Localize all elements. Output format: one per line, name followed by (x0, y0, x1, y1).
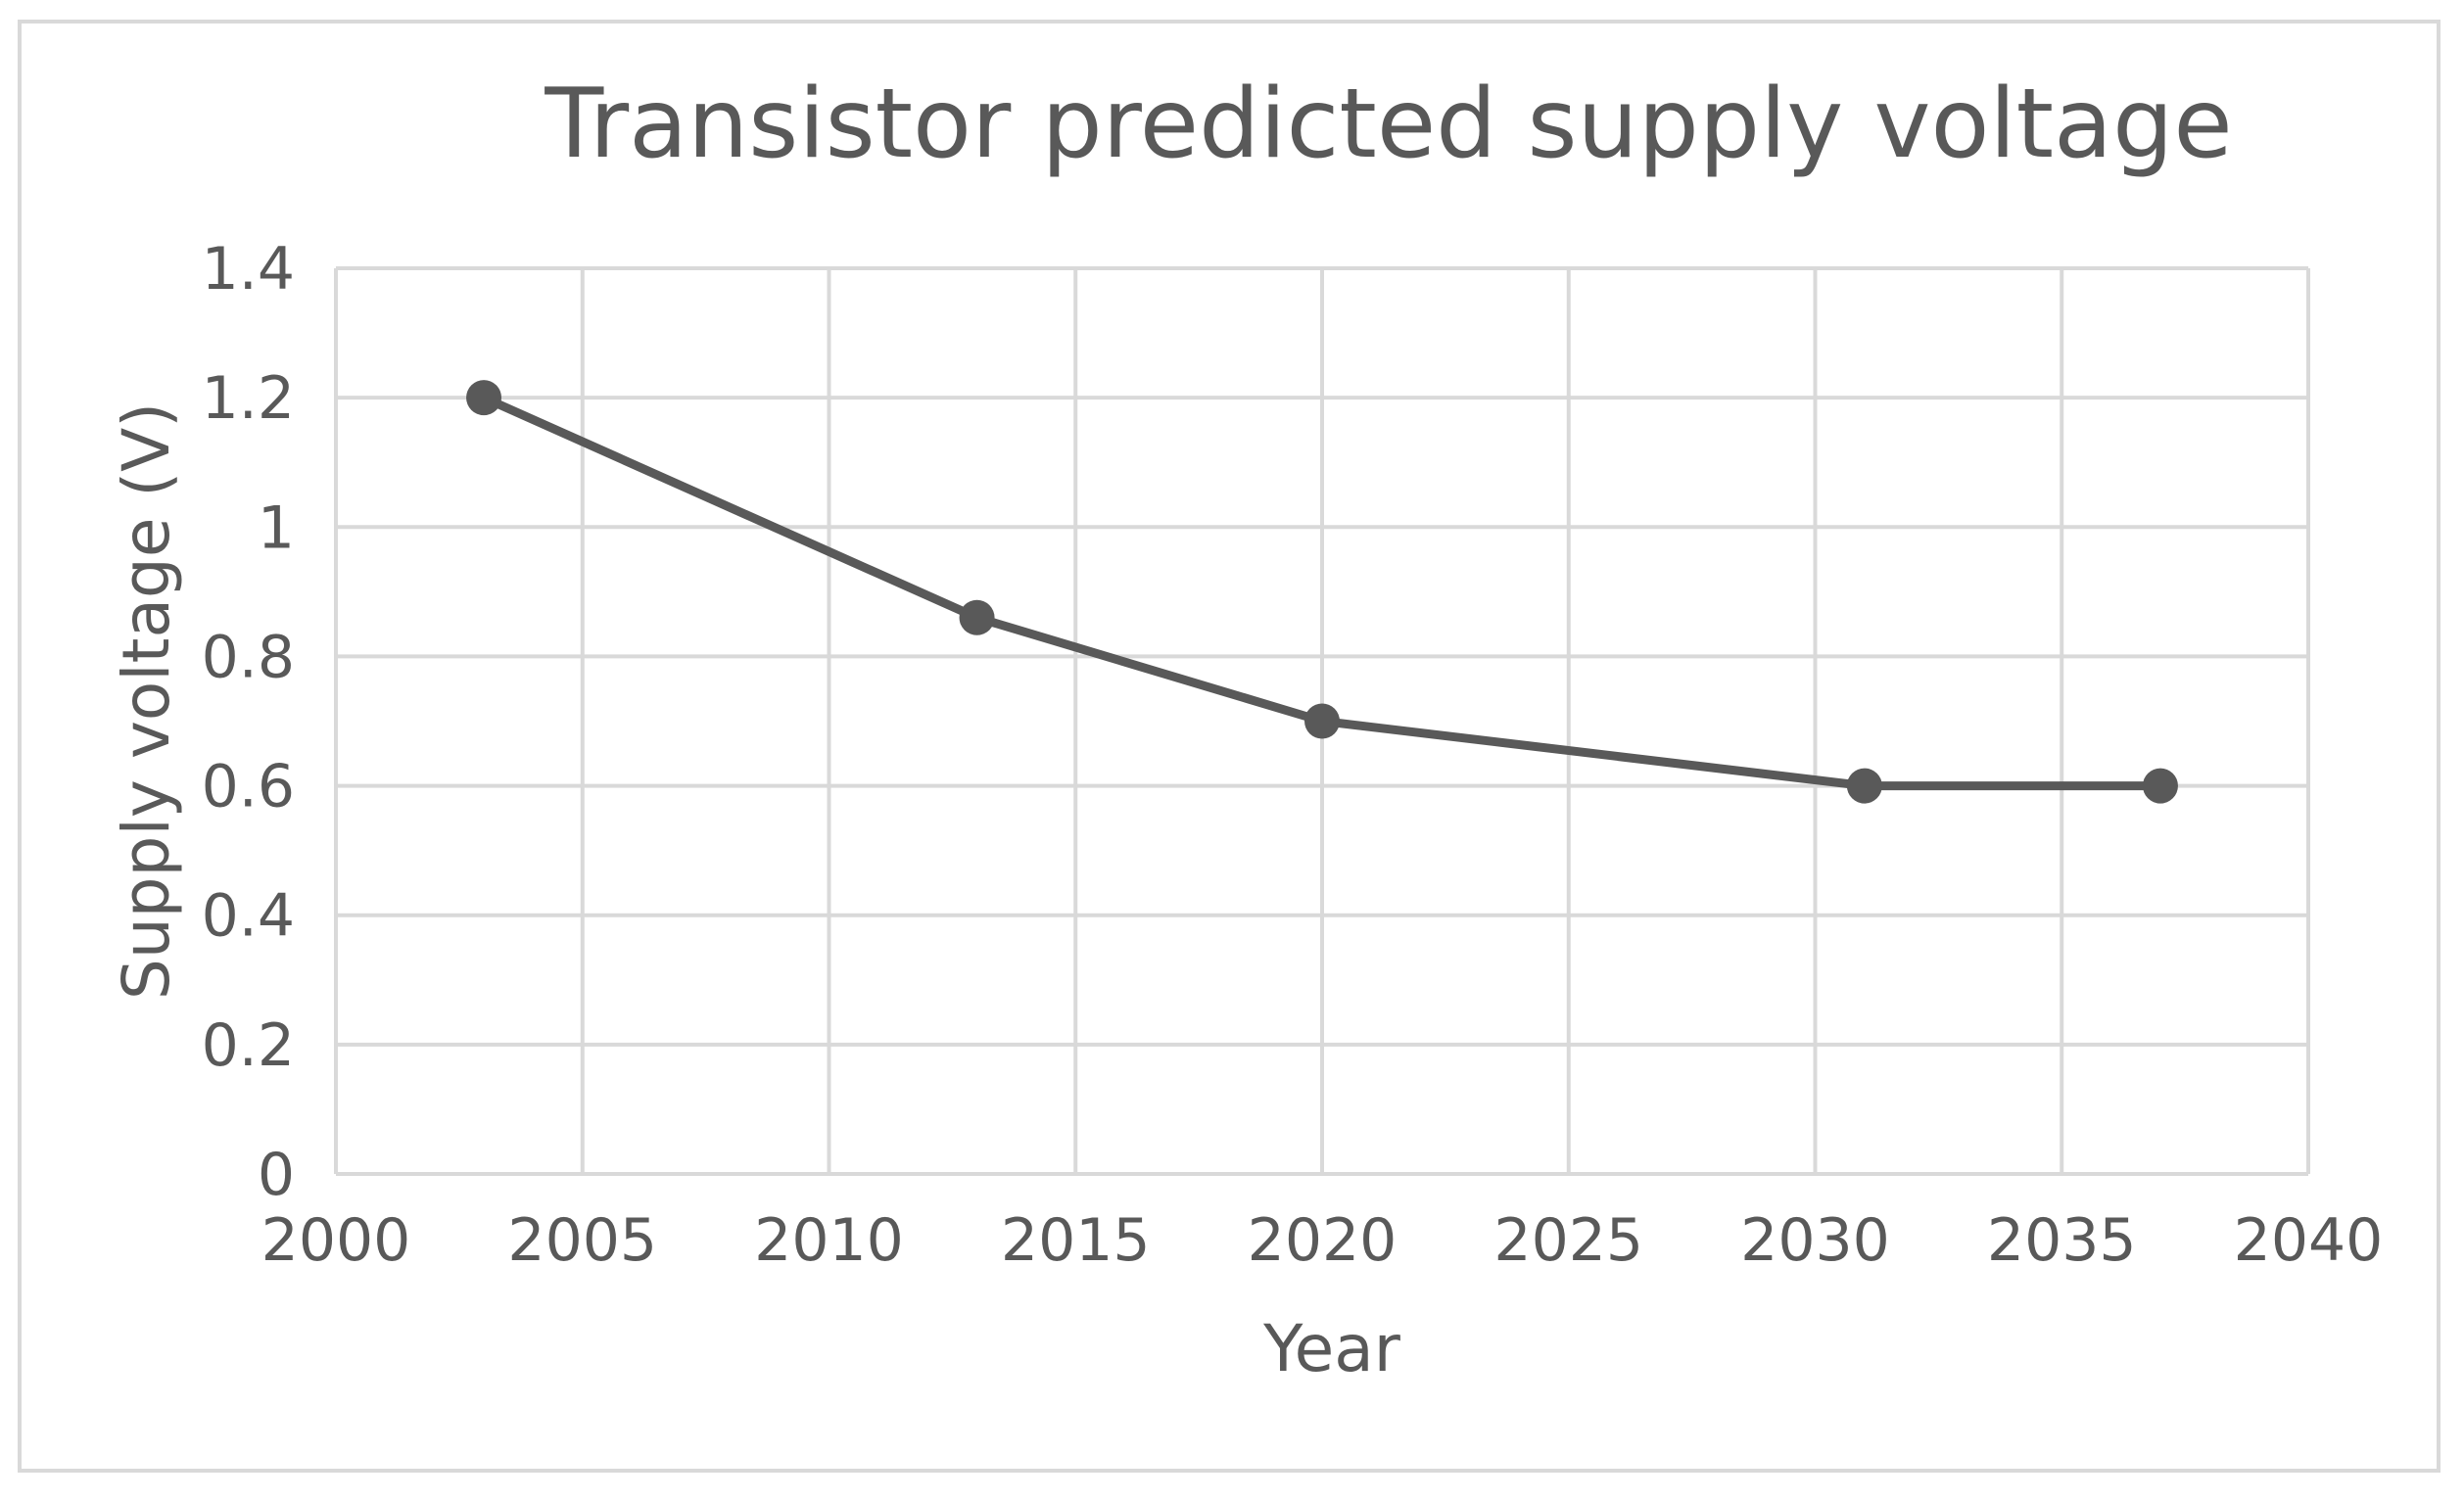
y-tick-label: 0.4 (202, 882, 295, 951)
y-axis-ticks: 0 0.2 0.4 0.6 0.8 1 1.2 1.4 (202, 235, 295, 1209)
x-tick-label: 2040 (2234, 1206, 2384, 1275)
x-axis-label: Year (1262, 1311, 1401, 1386)
x-tick-label: 2010 (754, 1206, 904, 1275)
y-tick-label: 1 (258, 493, 295, 562)
x-tick-label: 2030 (1740, 1206, 1890, 1275)
x-tick-label: 2000 (261, 1206, 411, 1275)
x-tick-label: 2015 (1001, 1206, 1151, 1275)
chart-title: Transistor predicted supply voltage (544, 69, 2232, 180)
plot-series (466, 380, 2178, 804)
x-tick-label: 2035 (1987, 1206, 2137, 1275)
y-tick-label: 1.4 (202, 235, 295, 304)
y-tick-label: 0.8 (202, 623, 295, 691)
data-point (1846, 768, 1882, 804)
data-point (959, 599, 995, 635)
y-tick-label: 0.2 (202, 1011, 295, 1080)
data-point (1304, 703, 1340, 739)
chart-area (18, 20, 2440, 1473)
x-tick-label: 2020 (1248, 1206, 1398, 1275)
data-point (2142, 768, 2178, 804)
data-point (466, 380, 502, 416)
gridlines (334, 266, 2310, 1176)
x-tick-label: 2005 (507, 1206, 657, 1275)
x-axis-ticks: 2000 2005 2010 2015 2020 2025 2030 2035 2040 (261, 1206, 2384, 1275)
y-axis-label: Supply voltage (V) (109, 402, 184, 1000)
x-tick-label: 2025 (1493, 1206, 1643, 1275)
y-tick-label: 0 (258, 1141, 295, 1209)
y-tick-label: 1.2 (202, 364, 295, 433)
y-tick-label: 0.6 (202, 753, 295, 821)
